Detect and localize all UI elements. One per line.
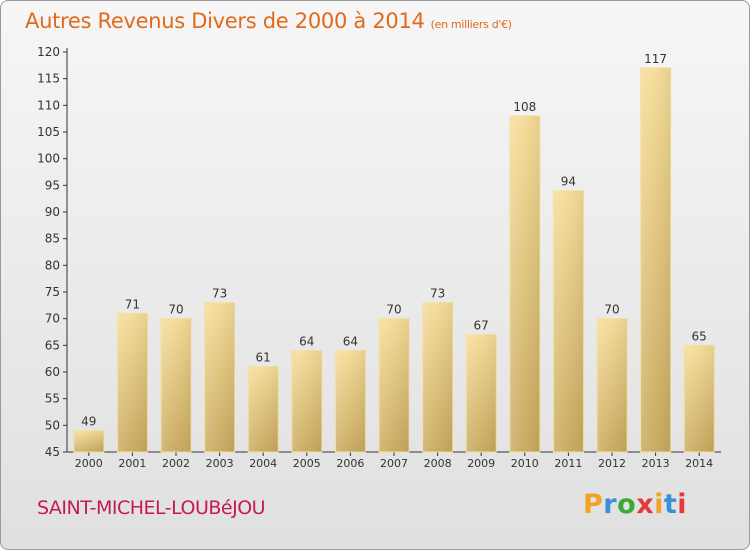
bar-sheen <box>291 350 322 452</box>
x-tick-label: 2008 <box>424 457 452 470</box>
bars <box>73 67 715 453</box>
bar-sheen <box>422 302 453 452</box>
y-tick-label: 105 <box>37 125 60 139</box>
x-tick-label: 2009 <box>467 457 495 470</box>
data-label: 70 <box>168 303 183 317</box>
y-tick-label: 65 <box>45 338 60 352</box>
data-label: 117 <box>644 52 667 66</box>
logo-letter: i <box>654 489 664 520</box>
bar-sheen <box>379 318 409 452</box>
bar-sheen <box>117 313 148 452</box>
bar-sheen <box>553 190 584 452</box>
x-tick-label: 2013 <box>642 457 670 470</box>
bar-sheen <box>248 366 279 452</box>
x-tick-label: 2000 <box>75 457 103 470</box>
logo-letter: P <box>583 489 604 520</box>
data-label: 49 <box>81 415 96 429</box>
y-tick-label: 70 <box>45 312 60 326</box>
chart-title-text: Autres Revenus Divers de 2000 à 2014 <box>25 9 425 33</box>
data-label: 65 <box>692 329 707 343</box>
y-tick-label: 90 <box>45 205 60 219</box>
x-tick-label: 2005 <box>293 457 321 470</box>
data-label: 108 <box>513 100 536 114</box>
bar-sheen <box>684 345 715 452</box>
x-tick-label: 2011 <box>554 457 582 470</box>
data-label: 67 <box>474 319 489 333</box>
data-label: 73 <box>430 287 445 301</box>
axes: 45 50 55 60 65 70 75 80 85 90 95 100 105 110 115 120 200… <box>37 45 721 470</box>
x-tick-label: 2012 <box>598 457 626 470</box>
y-tick-label: 50 <box>45 418 60 432</box>
y-tick-label: 80 <box>45 258 60 272</box>
y-tick-label: 115 <box>37 72 60 86</box>
y-tick-label: 110 <box>37 98 60 112</box>
data-label: 64 <box>299 335 314 349</box>
x-tick-label: 2004 <box>249 457 277 470</box>
x-tick-label: 2007 <box>380 457 408 470</box>
data-label: 64 <box>343 335 358 349</box>
data-label: 70 <box>386 303 401 317</box>
logo-letter: o <box>617 489 637 520</box>
x-tick-label: 2003 <box>206 457 234 470</box>
y-tick-label: 60 <box>45 365 60 379</box>
bar-sheen <box>466 334 497 452</box>
logo-letter: i <box>677 489 688 520</box>
data-label: 94 <box>561 175 576 189</box>
bar-sheen <box>640 68 671 452</box>
bar-sheen <box>597 318 627 452</box>
bar-sheen <box>509 116 540 452</box>
data-label: 71 <box>125 297 140 311</box>
x-tick-label: 2001 <box>118 457 146 470</box>
x-tick-label: 2014 <box>685 457 713 470</box>
x-tick-label: 2006 <box>336 457 364 470</box>
y-tick-label: 75 <box>45 285 60 299</box>
x-tick-label: 2002 <box>162 457 190 470</box>
y-tick-label: 45 <box>45 445 60 459</box>
y-tick-label: 100 <box>37 152 60 166</box>
y-tick-label: 95 <box>45 178 60 192</box>
commune-name: SAINT-MICHEL-LOUBéJOU <box>37 497 266 519</box>
bar-sheen <box>161 318 191 452</box>
data-label: 70 <box>604 303 619 317</box>
bar-sheen <box>335 350 366 452</box>
chart-title: Autres Revenus Divers de 2000 à 2014 (en … <box>25 9 512 33</box>
logo-letter: t <box>663 489 678 520</box>
data-label: 61 <box>256 351 271 365</box>
x-tick-label: 2010 <box>511 457 539 470</box>
y-tick-label: 55 <box>45 392 60 406</box>
y-tick-label: 120 <box>37 45 60 59</box>
proxiti-logo: Proxiti <box>583 489 687 520</box>
data-labels: 49 71 70 73 61 64 64 70 73 67 108 94 70 117 65 <box>81 52 707 429</box>
y-tick-label: 85 <box>45 232 60 246</box>
bar-sheen <box>204 302 235 452</box>
logo-letter: r <box>603 489 618 520</box>
chart-unit: (en milliers d'€) <box>430 18 512 31</box>
bar-sheen <box>73 430 104 452</box>
logo-letter: x <box>636 489 655 520</box>
data-label: 73 <box>212 287 227 301</box>
